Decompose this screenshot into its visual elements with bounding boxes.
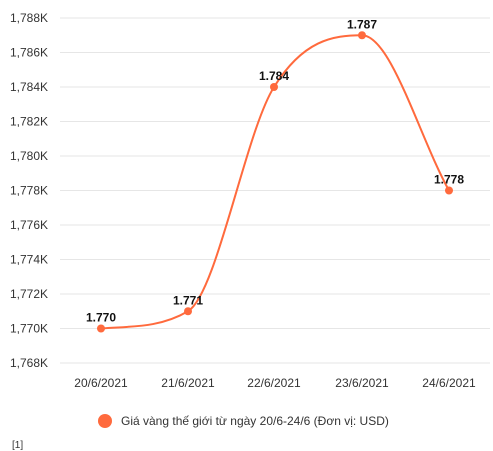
x-axis-ticks: 20/6/2021 21/6/2021 22/6/2021 23/6/2021 24/6… (74, 376, 476, 390)
data-label: 1.771 (173, 293, 203, 307)
legend-marker-icon (98, 414, 112, 428)
data-points (97, 31, 453, 333)
data-point[interactable] (445, 186, 453, 195)
y-axis-ticks: 1,768K 1,770K 1,772K 1,774K 1,776K 1,778K 1,78… (10, 11, 48, 370)
data-label: 1.787 (347, 17, 377, 31)
y-tick-label: 1,770K (10, 322, 48, 336)
data-point[interactable] (270, 83, 278, 91)
x-tick-label: 22/6/2021 (247, 376, 301, 390)
x-tick-label: 20/6/2021 (74, 376, 128, 390)
data-label: 1.778 (434, 173, 464, 187)
data-point[interactable] (358, 31, 366, 40)
legend[interactable]: Giá vàng thế giới từ ngày 20/6-24/6 (Đơn… (98, 414, 389, 428)
y-tick-label: 1,788K (10, 11, 48, 25)
y-tick-label: 1,772K (10, 287, 48, 301)
y-tick-label: 1,786K (10, 46, 48, 60)
legend-label: Giá vàng thế giới từ ngày 20/6-24/6 (Đơn… (121, 414, 389, 428)
y-tick-label: 1,780K (10, 149, 48, 163)
y-tick-label: 1,784K (10, 80, 48, 94)
data-labels: 1.770 1.771 1.784 1.787 1.778 (86, 17, 464, 324)
data-label: 1.770 (86, 311, 116, 325)
y-tick-label: 1,774K (10, 253, 48, 267)
data-point[interactable] (97, 324, 105, 333)
data-label: 1.784 (259, 69, 289, 83)
y-tick-label: 1,776K (10, 218, 48, 232)
y-tick-label: 1,768K (10, 356, 48, 370)
footnote-mark: [1] (12, 440, 24, 451)
y-tick-label: 1,782K (10, 115, 48, 129)
y-tick-label: 1,778K (10, 184, 48, 198)
x-tick-label: 21/6/2021 (161, 376, 215, 390)
x-tick-label: 23/6/2021 (335, 376, 389, 390)
data-point[interactable] (184, 307, 192, 316)
x-tick-label: 24/6/2021 (422, 376, 476, 390)
